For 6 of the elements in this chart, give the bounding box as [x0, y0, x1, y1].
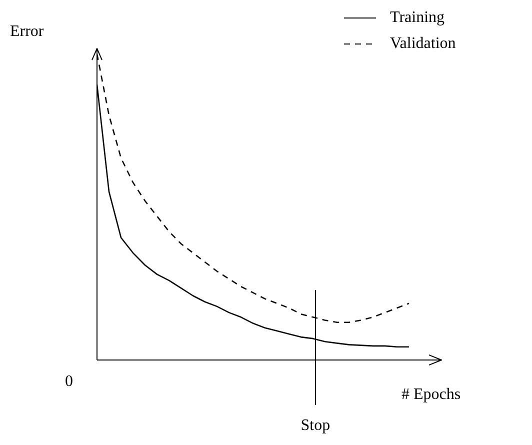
legend-label: Validation [390, 35, 456, 52]
text: Stop [300, 417, 330, 434]
text: 0 [65, 373, 73, 390]
y-axis-title: Error [10, 23, 44, 40]
x-axis-title: # Epochs [401, 386, 461, 404]
legend-label: Training [390, 9, 445, 26]
